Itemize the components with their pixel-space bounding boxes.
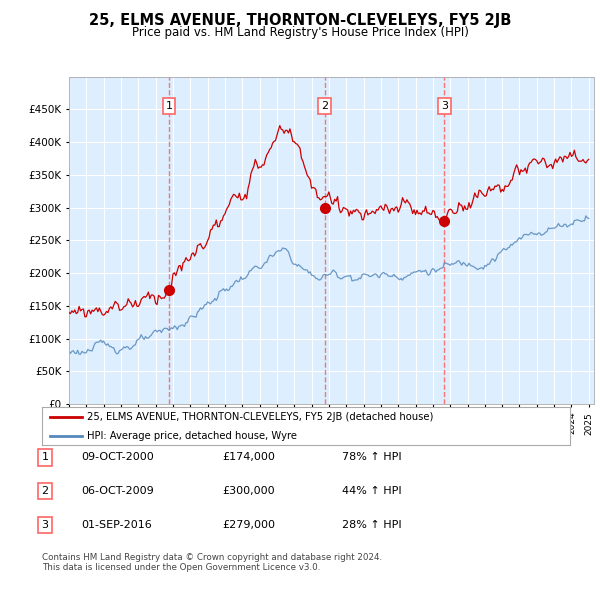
Text: HPI: Average price, detached house, Wyre: HPI: Average price, detached house, Wyre [87,431,297,441]
Text: £174,000: £174,000 [222,453,275,462]
Text: Price paid vs. HM Land Registry's House Price Index (HPI): Price paid vs. HM Land Registry's House … [131,26,469,39]
Text: 1: 1 [166,101,173,111]
Text: 06-OCT-2009: 06-OCT-2009 [81,486,154,496]
Text: 25, ELMS AVENUE, THORNTON-CLEVELEYS, FY5 2JB: 25, ELMS AVENUE, THORNTON-CLEVELEYS, FY5… [89,13,511,28]
Text: Contains HM Land Registry data © Crown copyright and database right 2024.: Contains HM Land Registry data © Crown c… [42,553,382,562]
Text: 25, ELMS AVENUE, THORNTON-CLEVELEYS, FY5 2JB (detached house): 25, ELMS AVENUE, THORNTON-CLEVELEYS, FY5… [87,412,433,422]
Text: 2: 2 [41,486,49,496]
Text: 01-SEP-2016: 01-SEP-2016 [81,520,152,530]
Text: 1: 1 [41,453,49,462]
Text: 78% ↑ HPI: 78% ↑ HPI [342,453,401,462]
Text: 2: 2 [321,101,328,111]
Text: £279,000: £279,000 [222,520,275,530]
Text: 44% ↑ HPI: 44% ↑ HPI [342,486,401,496]
Text: 3: 3 [41,520,49,530]
Text: 09-OCT-2000: 09-OCT-2000 [81,453,154,462]
Text: This data is licensed under the Open Government Licence v3.0.: This data is licensed under the Open Gov… [42,563,320,572]
Text: 28% ↑ HPI: 28% ↑ HPI [342,520,401,530]
Text: £300,000: £300,000 [222,486,275,496]
Text: 3: 3 [441,101,448,111]
